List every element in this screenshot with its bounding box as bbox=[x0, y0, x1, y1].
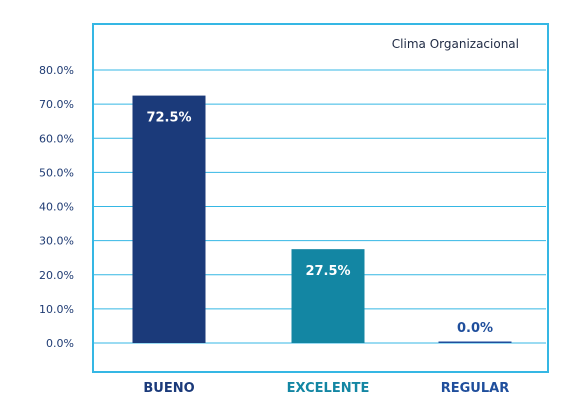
category-label-excelente: EXCELENTE bbox=[287, 381, 370, 396]
y-tick-label: 0.0% bbox=[46, 337, 74, 350]
category-label-regular: REGULAR bbox=[441, 381, 509, 396]
data-labels: 72.5% 27.5% 0.0% bbox=[146, 111, 493, 336]
category-label-bueno: BUENO bbox=[143, 381, 194, 396]
data-label-regular: 0.0% bbox=[457, 321, 493, 336]
bar-regular bbox=[438, 341, 512, 343]
x-axis-labels: BUENO EXCELENTE REGULAR bbox=[143, 381, 509, 396]
y-tick-label: 10.0% bbox=[39, 303, 74, 316]
data-label-excelente: 27.5% bbox=[305, 264, 350, 279]
y-tick-label: 30.0% bbox=[39, 235, 74, 248]
chart-frame bbox=[92, 23, 549, 373]
y-tick-label: 70.0% bbox=[39, 98, 74, 111]
y-axis-ticks: 0.0% 10.0% 20.0% 30.0% 40.0% 50.0% 60.0% 70.0% 8… bbox=[39, 64, 74, 350]
bar-bueno bbox=[132, 95, 206, 343]
y-tick-label: 20.0% bbox=[39, 269, 74, 282]
bar-excelente bbox=[291, 249, 365, 343]
y-tick-label: 50.0% bbox=[39, 166, 74, 179]
data-label-bueno: 72.5% bbox=[146, 111, 191, 126]
bars bbox=[132, 95, 512, 343]
chart-title: Clima Organizacional bbox=[392, 37, 519, 51]
y-tick-label: 60.0% bbox=[39, 132, 74, 145]
y-tick-label: 80.0% bbox=[39, 64, 74, 77]
y-tick-label: 40.0% bbox=[39, 201, 74, 214]
